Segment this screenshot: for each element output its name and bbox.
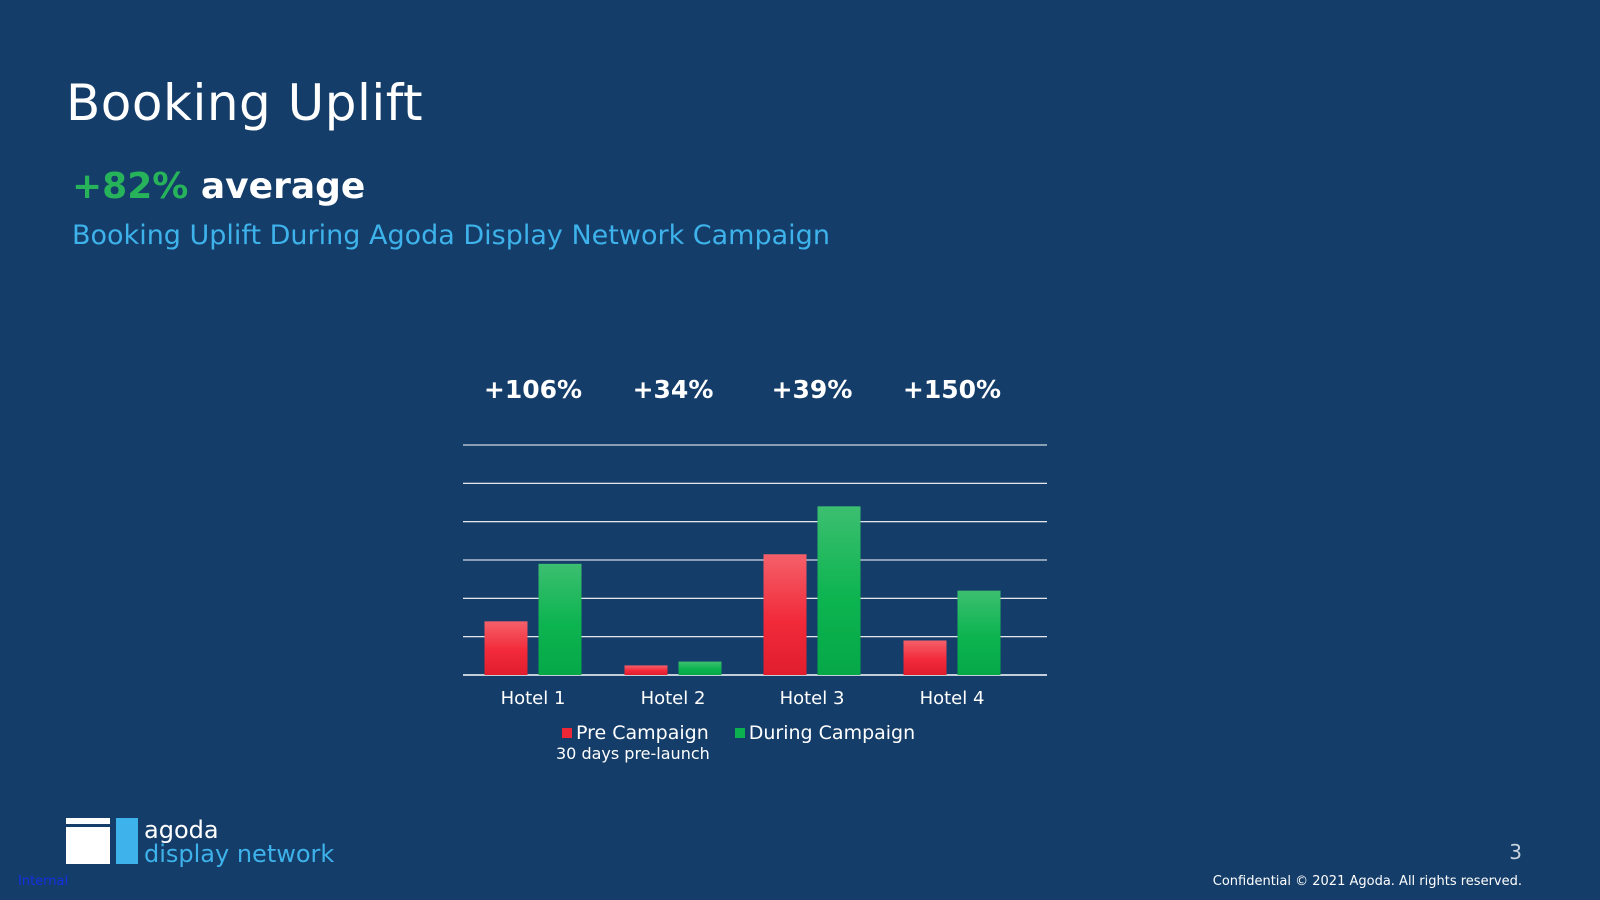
bar-pre-hotel-1	[484, 621, 528, 675]
uplift-label: +106%	[484, 375, 582, 404]
bar-during-hotel-2	[678, 661, 722, 675]
classification-label: Internal	[18, 874, 69, 889]
legend-note: 30 days pre-launch	[556, 744, 710, 763]
legend-item-pre: Pre Campaign	[562, 722, 709, 744]
uplift-label: +150%	[903, 375, 1001, 404]
confidential-footer: Confidential © 2021 Agoda. All rights re…	[1212, 874, 1522, 889]
bar-pre-hotel-3	[763, 554, 807, 675]
headline-text: average	[200, 166, 366, 207]
logo-line-2: display network	[144, 840, 335, 868]
logo-text: agoda display network	[144, 818, 334, 866]
bar-pre-hotel-2	[624, 665, 668, 675]
headline-percentage: +82%	[72, 166, 189, 207]
legend-swatch-during	[734, 728, 745, 738]
headline: +82% average	[72, 166, 365, 207]
agoda-display-network-logo: agoda display network	[66, 818, 334, 866]
legend-item-during: During Campaign	[734, 722, 916, 744]
bar-during-hotel-1	[538, 563, 582, 675]
slide-title: Booking Uplift	[66, 74, 424, 132]
x-tick-label: Hotel 1	[501, 688, 566, 709]
logo-line-1: agoda	[144, 816, 219, 844]
chart-labels: Hotel 1 +106% Hotel 2 +34% Hotel 3 +39% Hotel …	[484, 375, 1001, 709]
legend-swatch-pre	[562, 728, 572, 738]
legend-label-during: During Campaign	[748, 722, 916, 744]
bars	[484, 506, 1001, 675]
page-number: 3	[1509, 840, 1522, 864]
x-tick-label: Hotel 4	[920, 688, 985, 709]
logo-mark-icon	[66, 818, 140, 864]
bar-during-hotel-3	[817, 506, 861, 675]
uplift-label: +39%	[772, 375, 853, 404]
x-tick-label: Hotel 2	[641, 688, 706, 709]
slide-subtitle: Booking Uplift During Agoda Display Netw…	[72, 220, 830, 251]
bar-pre-hotel-4	[903, 640, 947, 675]
bar-during-hotel-4	[957, 590, 1001, 675]
legend-label-pre: Pre Campaign	[576, 722, 709, 744]
uplift-label: +34%	[633, 375, 714, 404]
chart-legend: Pre Campaign During Campaign	[562, 722, 915, 744]
x-tick-label: Hotel 3	[780, 688, 845, 709]
